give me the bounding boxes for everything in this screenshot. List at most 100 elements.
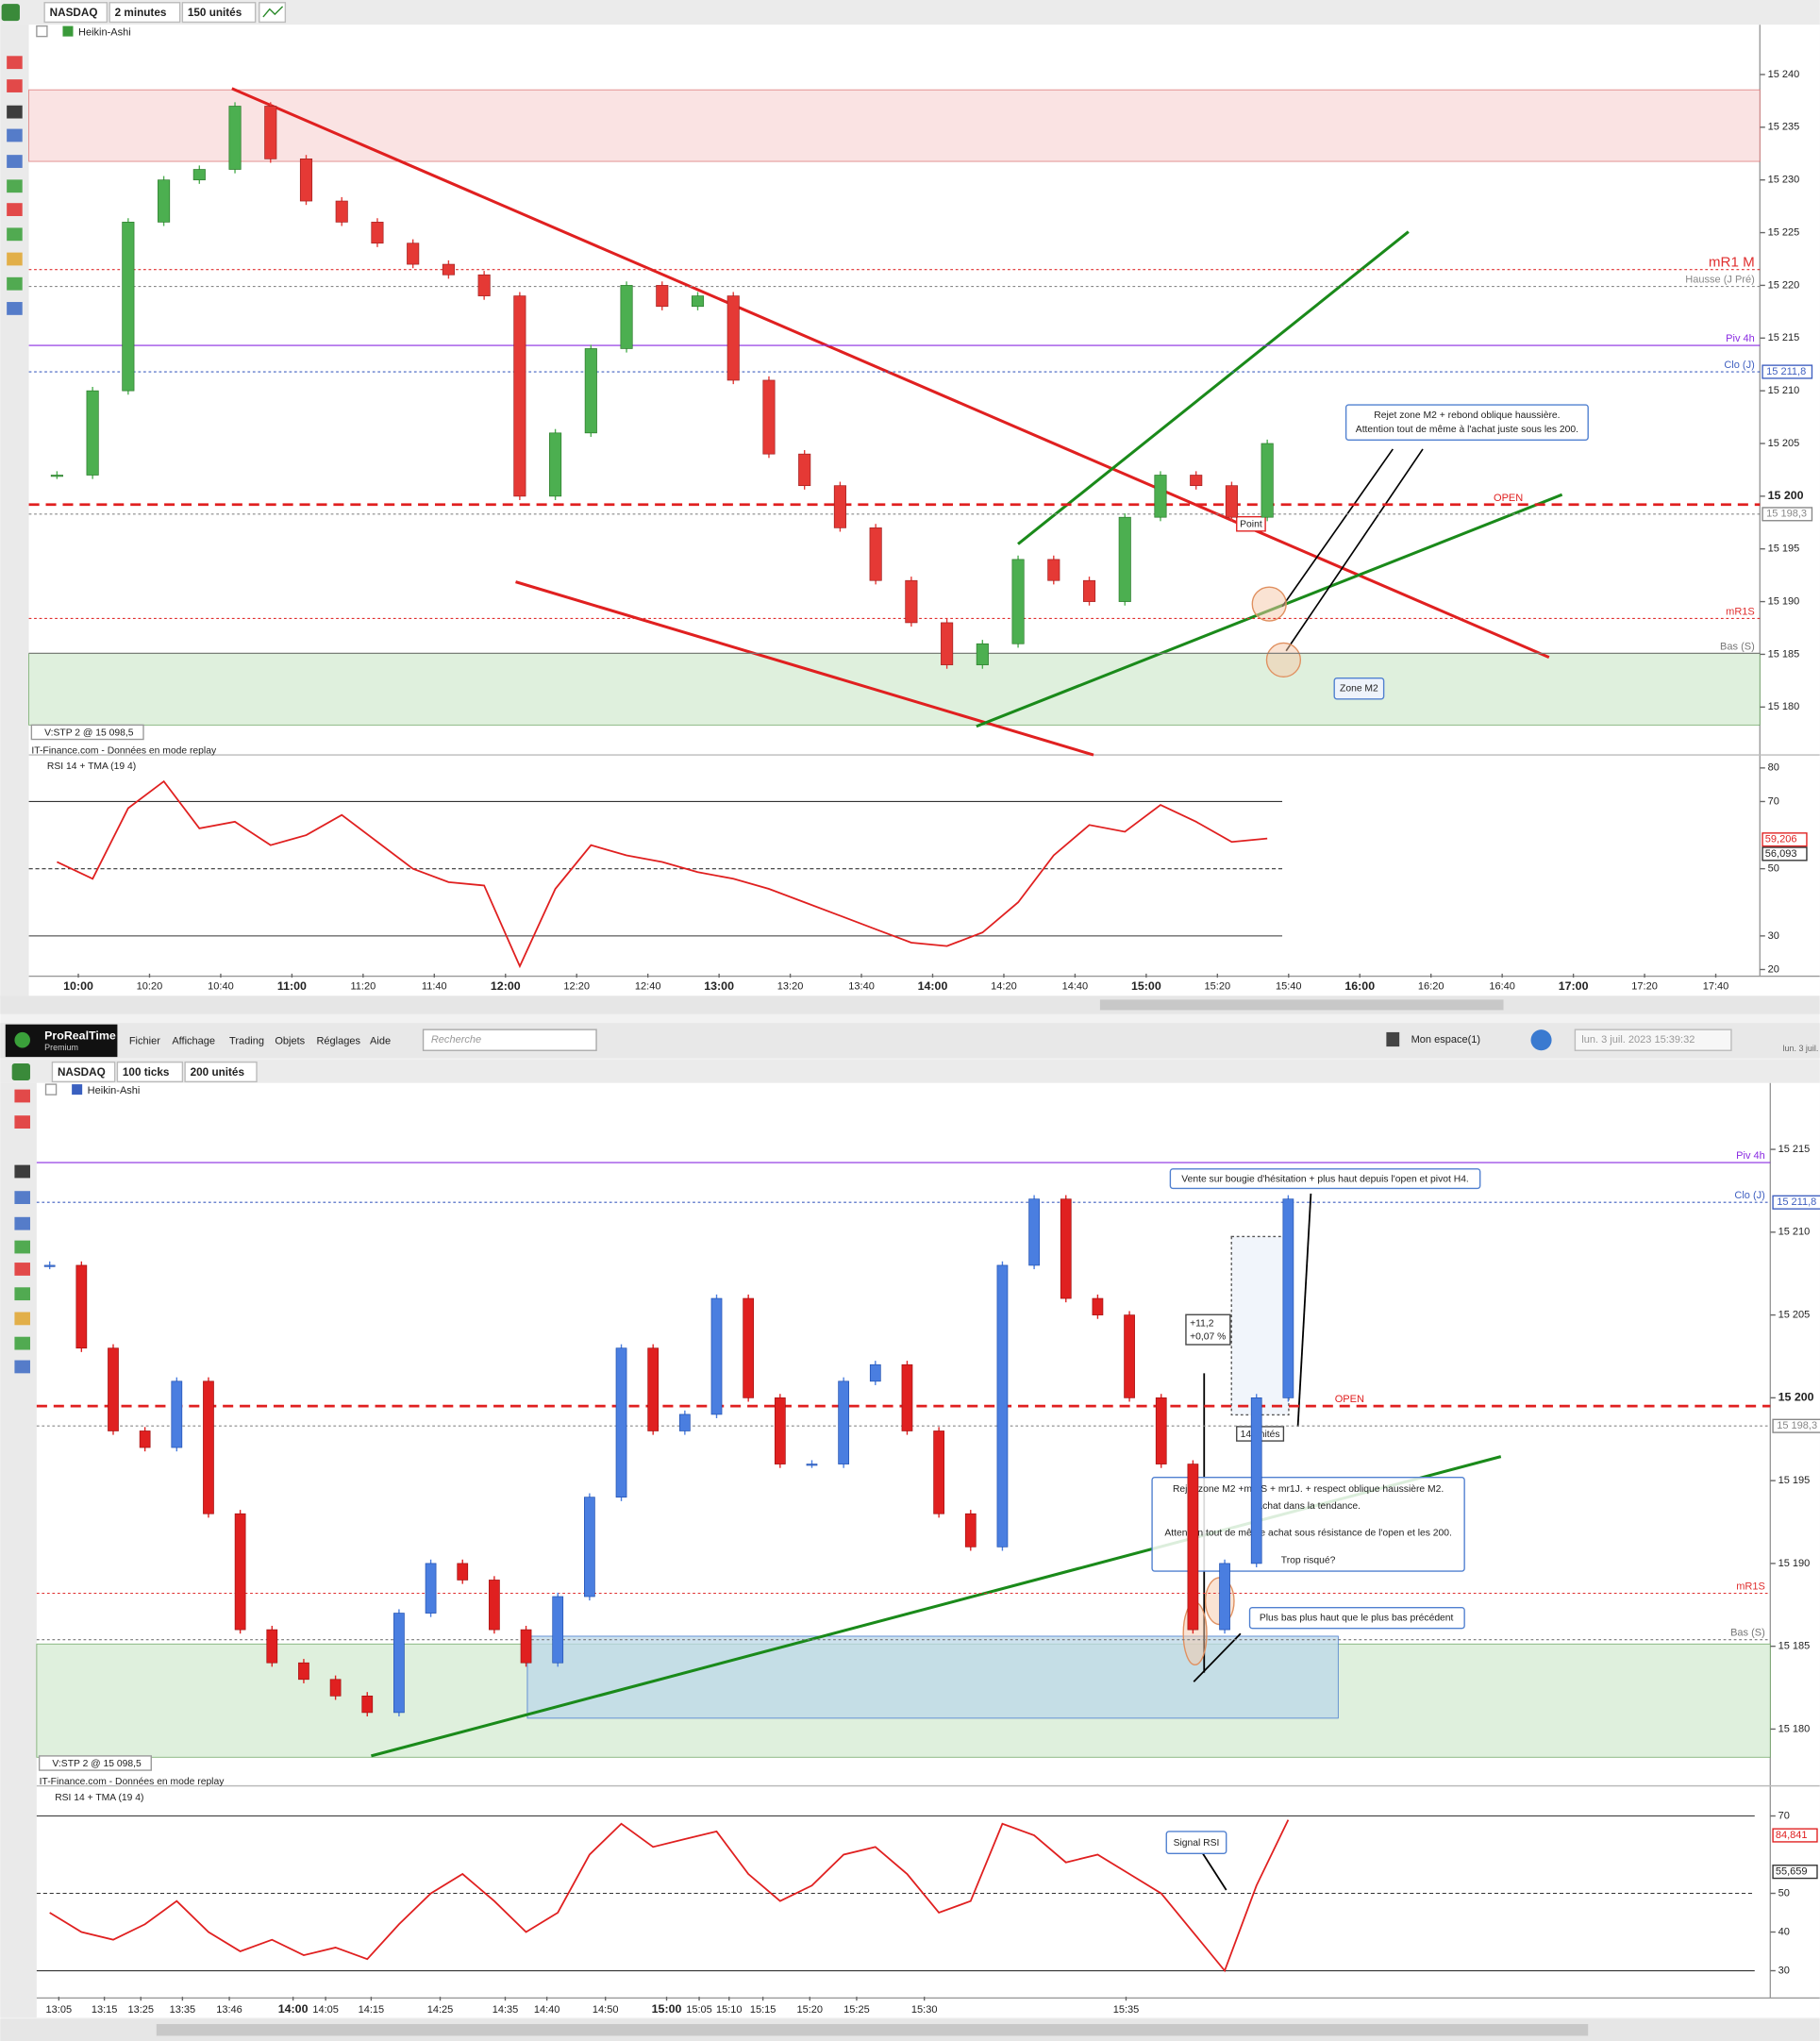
timeframe[interactable]: 100 ticks xyxy=(123,1066,170,1079)
tool-icon[interactable] xyxy=(7,179,23,193)
annotation: Rejet zone M2 +mr1S + mr1J. + respect ob… xyxy=(1173,1484,1444,1495)
tool-icon[interactable] xyxy=(14,1089,30,1103)
menu-item[interactable]: Objets xyxy=(275,1035,305,1046)
candle xyxy=(869,527,882,581)
candle xyxy=(869,1363,881,1382)
units-box[interactable] xyxy=(184,1061,258,1083)
tool-icon[interactable] xyxy=(14,1336,30,1350)
menu-item[interactable]: Réglages xyxy=(316,1035,360,1046)
style-icon xyxy=(62,25,74,37)
annotation: Attention tout de même achat sous résist… xyxy=(1164,1529,1452,1539)
tool-icon[interactable] xyxy=(14,1191,30,1205)
annotation: Rejet zone M2 + rebond oblique haussière… xyxy=(1374,410,1560,421)
tool-icon[interactable] xyxy=(14,1240,30,1254)
x-tick-label: 10:20 xyxy=(137,981,163,993)
timeframe-box[interactable] xyxy=(109,2,181,24)
annotation: Plus bas plus haut que le plus bas précé… xyxy=(1260,1613,1454,1623)
tool-icon[interactable] xyxy=(14,1287,30,1301)
audio-icon[interactable] xyxy=(1530,1029,1552,1051)
tool-icon[interactable] xyxy=(7,203,23,216)
highlight xyxy=(1265,642,1302,678)
tool-icon[interactable] xyxy=(14,1164,30,1179)
tool-icon[interactable] xyxy=(7,128,23,142)
x-tick-label: 12:20 xyxy=(563,981,590,993)
datetime-box xyxy=(1574,1029,1732,1051)
search-box[interactable] xyxy=(422,1029,597,1051)
candle xyxy=(1028,1198,1040,1266)
annotation: Achat dans la tendance. xyxy=(1256,1501,1361,1512)
source: IT-Finance.com - Données en mode replay xyxy=(31,746,217,757)
left-toolbar xyxy=(0,25,29,999)
y-tick-label: 15 230 xyxy=(1768,175,1800,186)
workspace[interactable]: Mon espace(1) xyxy=(1411,1034,1480,1046)
y-tick-label: 15 200 xyxy=(1768,489,1804,502)
app-icon xyxy=(11,1063,30,1080)
support-zone xyxy=(28,653,1761,726)
arrow xyxy=(1193,1632,1242,1682)
tool-icon[interactable] xyxy=(14,1360,30,1374)
candle xyxy=(299,159,313,202)
tool-icon[interactable] xyxy=(7,56,23,70)
candle xyxy=(726,295,740,381)
candle xyxy=(139,1430,151,1448)
tool-icon[interactable] xyxy=(14,1216,30,1230)
candle xyxy=(647,1347,660,1431)
scroll-thumb[interactable] xyxy=(1099,999,1504,1011)
menu-item[interactable]: Fichier xyxy=(129,1035,160,1046)
tool-icon[interactable] xyxy=(7,155,23,168)
x-tick-label: 10:40 xyxy=(208,981,234,993)
search-placeholder[interactable]: Recherche xyxy=(431,1034,481,1046)
y-tick-label: 15 215 xyxy=(1768,332,1800,343)
menu-item[interactable]: Affichage xyxy=(172,1035,215,1046)
x-tick-label: 15:10 xyxy=(716,2004,743,2016)
tool-icon[interactable] xyxy=(14,1312,30,1326)
x-tick-label: 13:15 xyxy=(92,2004,118,2016)
candle xyxy=(1118,516,1131,602)
y-tick-label: 15 185 xyxy=(1768,648,1800,660)
tool-icon[interactable] xyxy=(7,79,23,92)
brand: ProRealTime xyxy=(44,1029,116,1042)
candle xyxy=(43,1264,56,1267)
menu-item[interactable]: Aide xyxy=(370,1035,391,1046)
timeframe-box[interactable] xyxy=(116,1061,184,1083)
rsi-tick-label: 30 xyxy=(1778,1965,1790,1976)
scroll-thumb[interactable] xyxy=(156,2024,1589,2036)
price-label: 15 198,3 xyxy=(1777,1420,1817,1431)
rsi-tick-label: 40 xyxy=(1778,1926,1790,1937)
x-tick-label: 14:40 xyxy=(1062,981,1089,993)
info: V:STP 2 @ 15 098,5 xyxy=(52,1759,142,1769)
close-button[interactable] xyxy=(44,1083,58,1096)
menu-item[interactable]: Trading xyxy=(229,1035,264,1046)
close-button[interactable] xyxy=(36,25,48,38)
x-tick-label: 16:40 xyxy=(1489,981,1515,993)
tool-icon[interactable] xyxy=(7,302,23,315)
tool-icon[interactable] xyxy=(14,1115,30,1129)
units-box[interactable] xyxy=(181,2,257,24)
tool-icon[interactable] xyxy=(7,276,23,291)
x-tick-label: 12:40 xyxy=(635,981,661,993)
measure-box xyxy=(1230,1235,1290,1416)
top-toolbar xyxy=(0,0,1820,25)
rsi-value-box xyxy=(1762,832,1808,847)
units[interactable]: 200 unités xyxy=(191,1066,245,1079)
candle xyxy=(1082,579,1096,602)
level-label: Clo (J) xyxy=(1734,1190,1764,1201)
tool-icon[interactable] xyxy=(14,1263,30,1276)
symbol-box[interactable] xyxy=(51,1061,116,1083)
symbol-box[interactable] xyxy=(43,2,109,24)
symbol[interactable]: NASDAQ xyxy=(50,7,98,19)
timeframe[interactable]: 2 minutes xyxy=(115,7,167,19)
channel-line-up xyxy=(1017,230,1410,545)
x-tick-label: 14:05 xyxy=(312,2004,339,2016)
save-icon[interactable] xyxy=(1386,1031,1400,1047)
candle xyxy=(996,1264,1009,1547)
tool-icon[interactable] xyxy=(7,227,23,242)
scrollbar[interactable] xyxy=(0,995,1820,1014)
tool-icon[interactable] xyxy=(7,252,23,266)
tool-icon[interactable] xyxy=(7,105,23,119)
info: V:STP 2 @ 15 098,5 xyxy=(44,728,134,738)
annotation-box xyxy=(1165,1831,1227,1855)
y-tick-label: 15 205 xyxy=(1778,1310,1811,1321)
units[interactable]: 150 unités xyxy=(188,7,242,19)
symbol[interactable]: NASDAQ xyxy=(58,1066,106,1079)
